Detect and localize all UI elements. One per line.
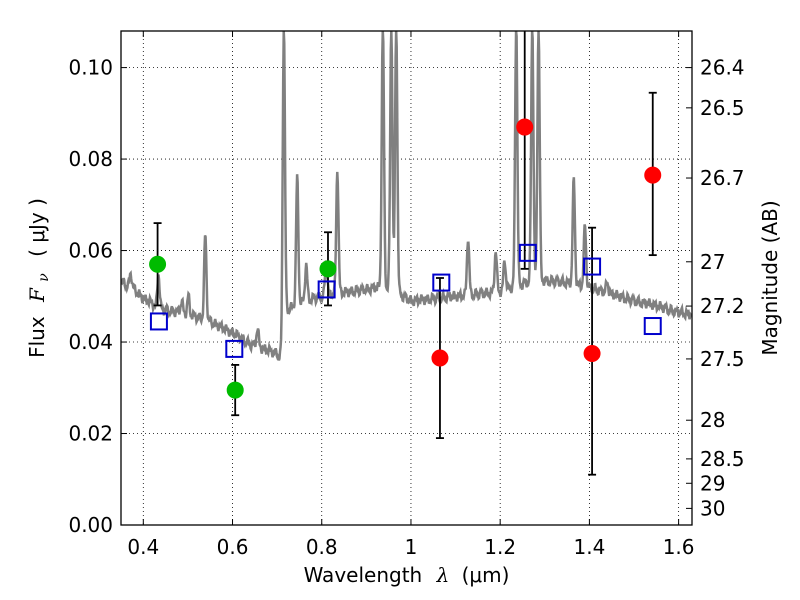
magnitude-tick-label: 28 (700, 408, 725, 432)
photometry-point (431, 349, 449, 367)
y-axis-label: Flux F ν ( μJy ) (25, 198, 53, 358)
y-axis-label-subscript: ν (36, 273, 52, 282)
photometry-point (644, 166, 662, 184)
photometry-point (583, 344, 601, 362)
magnitude-axis-label: Magnitude (AB) (758, 200, 782, 355)
model-photometry-square (149, 312, 168, 331)
plot-frame (120, 30, 693, 526)
model-photometry-square (317, 280, 336, 299)
photometry-point (516, 118, 534, 136)
y-axis-label-prefix: Flux (25, 316, 49, 358)
x-tick-label: 0.6 (217, 535, 249, 559)
x-tick-label: 1 (405, 535, 418, 559)
x-tick-label: 0.4 (127, 535, 159, 559)
y-tick-label: 0.10 (68, 56, 113, 80)
y-axis-label-unit: ( μJy ) (25, 198, 49, 257)
magnitude-tick-label: 29 (700, 471, 725, 495)
magnitude-tick-label: 26.5 (700, 96, 745, 120)
model-photometry-square (432, 273, 451, 292)
y-axis-label-symbol: F (25, 287, 49, 303)
x-tick-label: 1.4 (573, 535, 605, 559)
photometry-point (149, 255, 167, 273)
magnitude-tick-label: 26.4 (700, 56, 745, 80)
magnitude-tick-label: 27.5 (700, 347, 745, 371)
x-tick-label: 0.8 (306, 535, 338, 559)
y-tick-label: 0.08 (68, 147, 113, 171)
magnitude-tick-label: 26.7 (700, 166, 745, 190)
error-bars-layer (153, 31, 657, 476)
photometry-point (319, 260, 337, 278)
x-axis-label-symbol: λ (436, 563, 450, 587)
axis-ticks-layer: 0.4 0.6 0.8 1 1.2 1.4 1.6 0.00 0.02 0.04 0.06 0.08 0… (68, 31, 745, 559)
model-photometry-square (643, 317, 662, 336)
model-photometry-square (225, 339, 244, 358)
photometry-point (226, 381, 244, 399)
model-spectrum-layer (121, 31, 692, 361)
y-tick-label: 0.02 (68, 422, 113, 446)
magnitude-tick-label: 28.5 (700, 447, 745, 471)
x-axis-label-prefix: Wavelength (304, 563, 423, 587)
x-tick-label: 1.2 (484, 535, 516, 559)
magnitude-tick-label: 30 (700, 496, 725, 520)
x-axis-label-unit: (μm) (462, 563, 510, 587)
data-markers-layer (149, 118, 662, 399)
magnitude-tick-label: 27 (700, 250, 725, 274)
y-tick-label: 0.00 (68, 513, 113, 537)
x-axis-label: Wavelength λ (μm) (304, 563, 510, 587)
magnitude-tick-label: 27.2 (700, 294, 745, 318)
x-tick-label: 1.6 (663, 535, 695, 559)
model-spectrum-line (121, 31, 692, 361)
model-photometry-square (518, 243, 537, 262)
y-tick-label: 0.04 (68, 330, 113, 354)
model-photometry-square (583, 257, 602, 276)
y-tick-label: 0.06 (68, 239, 113, 263)
